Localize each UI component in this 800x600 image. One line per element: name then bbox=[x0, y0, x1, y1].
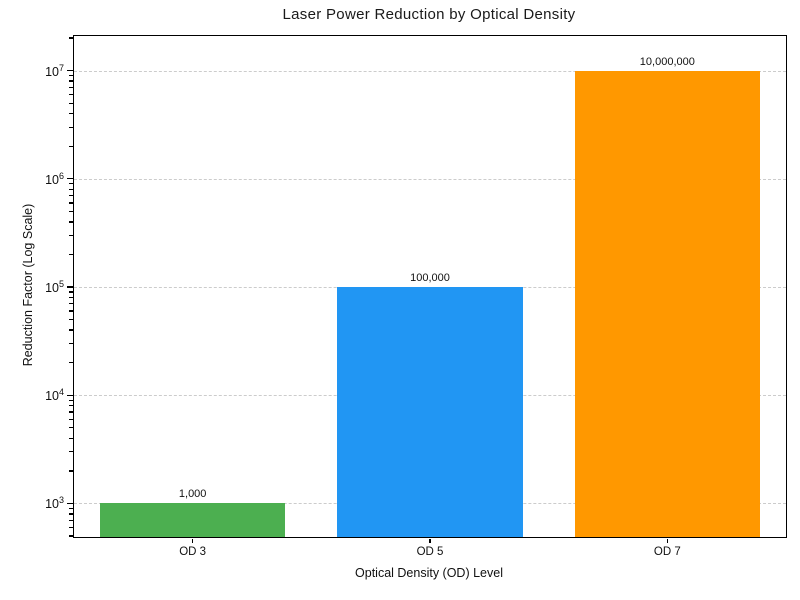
x-tick bbox=[429, 538, 431, 543]
chart-title: Laser Power Reduction by Optical Density bbox=[282, 6, 576, 23]
x-tick bbox=[666, 538, 668, 543]
y-tick-label: 105 bbox=[45, 279, 64, 296]
y-minor-tick bbox=[69, 74, 73, 77]
y-minor-tick bbox=[69, 519, 73, 521]
plot-area: 103 104 105 106 107 1,000 OD 3 100,000 OD 5 10,00… bbox=[45, 35, 787, 558]
y-minor-tick bbox=[69, 291, 73, 293]
y-minor-tick bbox=[69, 507, 73, 510]
y-major-tick bbox=[66, 69, 73, 72]
y-gridline bbox=[74, 70, 786, 72]
y-minor-tick bbox=[69, 296, 73, 299]
y-minor-tick bbox=[69, 86, 73, 89]
y-minor-tick bbox=[69, 145, 73, 147]
y-major-tick bbox=[66, 502, 73, 505]
bar-value-label: 1,000 bbox=[178, 488, 207, 501]
y-minor-tick bbox=[69, 188, 73, 190]
y-major-tick bbox=[66, 394, 73, 396]
y-minor-tick bbox=[69, 102, 73, 104]
y-minor-tick bbox=[69, 80, 73, 82]
y-axis-label-text: Reduction Factor (Log Scale) bbox=[21, 203, 35, 367]
bar-value-label: 100,000 bbox=[410, 272, 450, 285]
y-minor-tick bbox=[69, 194, 73, 197]
y-minor-tick bbox=[69, 37, 73, 39]
y-minor-tick bbox=[69, 342, 73, 345]
y-minor-tick bbox=[69, 535, 73, 537]
y-minor-tick bbox=[69, 526, 73, 529]
y-major-tick bbox=[66, 286, 73, 288]
x-tick bbox=[192, 538, 194, 543]
y-minor-tick bbox=[69, 427, 73, 429]
y-minor-tick bbox=[69, 362, 73, 364]
y-minor-tick bbox=[69, 303, 73, 305]
y-gridline bbox=[74, 178, 786, 180]
y-minor-tick bbox=[69, 310, 73, 312]
y-minor-tick bbox=[69, 253, 73, 256]
bar-od-7 bbox=[574, 70, 760, 537]
y-minor-tick bbox=[69, 470, 73, 472]
y-tick-label: 104 bbox=[45, 387, 64, 404]
bar-value-label: 10,000,000 bbox=[639, 55, 695, 68]
y-minor-tick bbox=[69, 234, 73, 237]
y-tick-label: 103 bbox=[45, 495, 64, 512]
y-major-tick bbox=[66, 178, 73, 180]
y-minor-tick bbox=[69, 405, 73, 407]
y-minor-tick bbox=[69, 210, 73, 213]
y-minor-tick bbox=[69, 113, 73, 115]
x-tick-label: OD 5 bbox=[416, 546, 444, 558]
y-minor-tick bbox=[69, 513, 73, 515]
y-minor-tick bbox=[69, 451, 73, 453]
y-tick-label: 106 bbox=[45, 170, 64, 187]
y-minor-tick bbox=[69, 399, 73, 401]
y-minor-tick bbox=[69, 93, 73, 96]
y-minor-tick bbox=[69, 437, 73, 439]
bar-od-5 bbox=[337, 287, 523, 537]
y-minor-tick bbox=[69, 183, 73, 185]
x-tick-label: OD 3 bbox=[179, 546, 207, 558]
y-minor-tick bbox=[69, 202, 73, 204]
y-minor-tick bbox=[69, 411, 73, 413]
y-tick-label: 107 bbox=[45, 62, 64, 79]
y-minor-tick bbox=[69, 318, 73, 321]
bar-od-3 bbox=[100, 503, 286, 537]
x-tick-label: OD 7 bbox=[653, 546, 681, 558]
y-minor-tick bbox=[69, 126, 73, 128]
y-minor-tick bbox=[69, 418, 73, 420]
y-minor-tick bbox=[69, 221, 73, 223]
y-minor-tick bbox=[69, 329, 73, 331]
x-axis-label: Optical Density (OD) Level bbox=[355, 566, 503, 580]
